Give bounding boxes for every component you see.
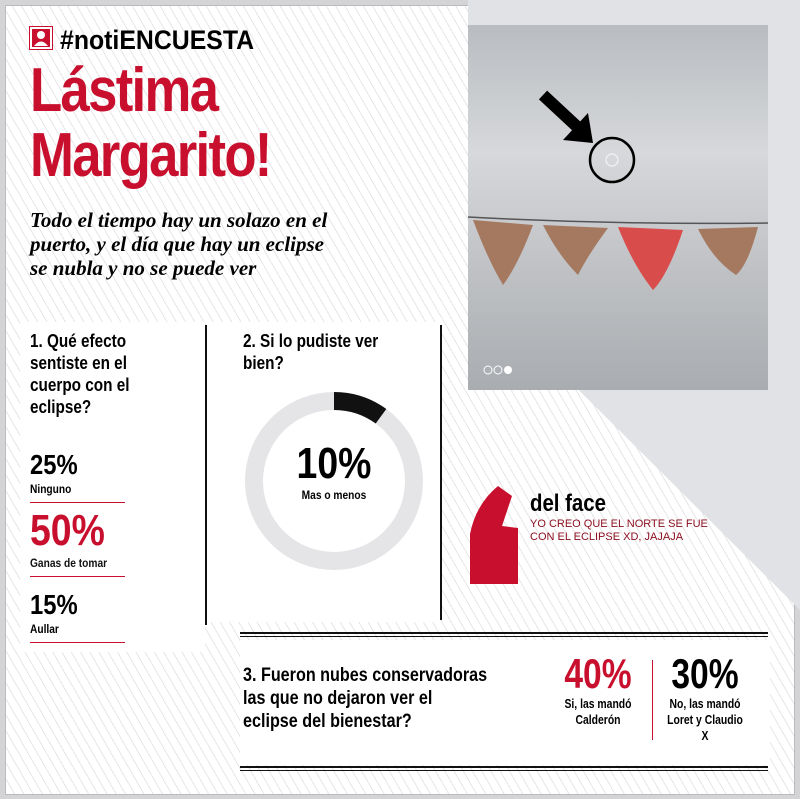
answer-label: Aullar (30, 622, 59, 636)
q1-answer: 15% Aullar (30, 590, 125, 643)
subtitle-line: Todo el tiempo hay un solazo en el (30, 208, 328, 232)
q2-label: Mas o menos (301, 488, 367, 502)
answer-rule (30, 576, 125, 577)
title-line2: Margarito! (30, 121, 272, 190)
hashtag: #notiENCUESTA (60, 25, 255, 55)
answer-value: 15% (30, 589, 78, 620)
q1-question: 1. Qué efecto sentiste en el cuerpo con … (30, 330, 147, 418)
donut-value-arc (333, 392, 387, 424)
subtitle-line: puerto, y el día que hay un eclipse (30, 232, 324, 256)
quote-source: del face (530, 490, 606, 517)
quote-text: YO CREO QUE EL NORTE SE FUE CON EL ECLIP… (530, 518, 708, 544)
rule-top-thin (240, 636, 768, 637)
q3-question: 3. Fueron nubes conservadoras las que no… (243, 664, 530, 733)
q1-line: eclipse? (30, 397, 92, 417)
answer-value: 40% (564, 650, 632, 697)
q1-line: cuerpo con el (30, 375, 130, 395)
q3-box (240, 640, 770, 765)
answer-label: Ninguno (30, 482, 72, 496)
q1-line: 1. Qué efecto (30, 331, 127, 351)
title-line1: Lástima (30, 56, 219, 125)
quote-line: YO CREO QUE EL NORTE SE FUE (530, 518, 708, 530)
q3-line: eclipse del bienestar? (243, 711, 412, 732)
answer-rule (30, 642, 125, 643)
answer-value: 25% (30, 449, 78, 480)
q1-answer: 25% Ninguno (30, 450, 125, 503)
q3-line: 3. Fueron nubes conservadoras (243, 665, 488, 686)
q3-line: las que no dejaron ver el (243, 688, 433, 709)
label-line: Loret y Claudio (667, 712, 743, 727)
q1-answer-highlight: 50% Ganas de tomar (30, 508, 125, 577)
answer-divider (652, 660, 653, 740)
rule-bottom-thin (240, 770, 768, 771)
label-line: Si, las mandó (564, 696, 632, 711)
clothesline-photo (467, 25, 769, 390)
rule-bottom (240, 766, 768, 768)
answer-label: No, las mandó Loret y Claudio X (665, 696, 745, 744)
quote-mark-icon (470, 486, 518, 584)
q2-line: 2. Si lo pudiste ver (243, 331, 379, 351)
divider (205, 325, 207, 625)
divider (440, 325, 442, 620)
subtitle-line: se nubla y no se puede ver (30, 256, 257, 280)
donut-chart (245, 392, 423, 570)
q3-answer-no: 30% No, las mandó Loret y Claudio X (655, 652, 755, 744)
answer-rule (30, 502, 125, 503)
q3-answer-yes: 40% Si, las mandó Calderón (550, 652, 646, 728)
user-icon (29, 26, 53, 50)
donut-center: 10% Mas o menos (243, 439, 425, 503)
label-line: X (701, 728, 709, 743)
label-line: Calderón (575, 712, 621, 727)
answer-value: 50% (30, 506, 105, 555)
answer-label: Ganas de tomar (30, 556, 108, 570)
rule-top (240, 632, 768, 634)
answer-label: Si, las mandó Calderón (560, 696, 637, 728)
q1-box (20, 322, 205, 652)
label-line: No, las mandó (669, 696, 741, 711)
q2-line: bien? (243, 353, 284, 373)
subtitle: Todo el tiempo hay un solazo en el puert… (30, 208, 327, 280)
quote-line: CON EL ECLIPSE XD, JAJAJA (530, 531, 684, 543)
answer-value: 30% (671, 650, 739, 697)
q2-value: 10% (296, 439, 372, 488)
photo-illustration (467, 90, 769, 375)
q2-question: 2. Si lo pudiste ver bien? (243, 330, 402, 374)
q1-line: sentiste en el (30, 353, 127, 373)
